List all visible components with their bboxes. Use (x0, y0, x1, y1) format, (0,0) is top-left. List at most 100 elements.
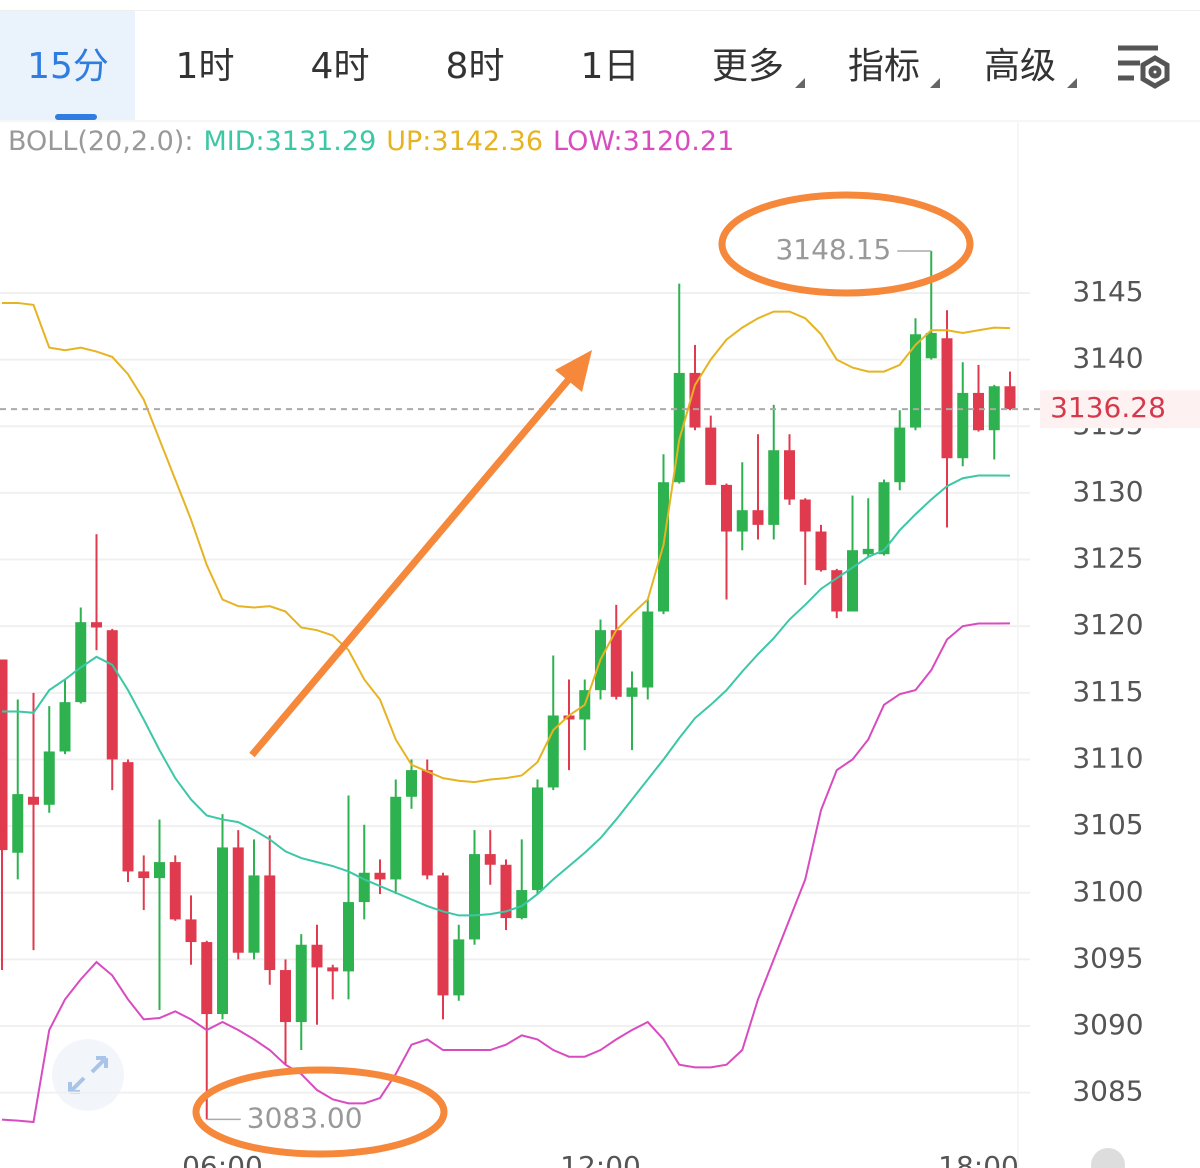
candle-body (484, 854, 496, 865)
candle-body (910, 334, 921, 428)
candle-body (862, 548, 874, 555)
legend-value: 3131.29 (264, 126, 377, 157)
candle-body (894, 427, 906, 483)
candle-body (138, 871, 150, 879)
indicator-legend: BOLL(20,2.0): MID:3131.29 UP:3142.36 LOW:31… (8, 122, 734, 162)
candle-body (264, 875, 276, 971)
legend-label: UP: (386, 126, 432, 157)
boll-line (2, 474, 1011, 917)
candle-body (453, 939, 465, 996)
candle-body (516, 890, 528, 919)
annotation-label: 3148.15 (775, 233, 891, 266)
candle-body (122, 762, 134, 872)
candle-body (374, 872, 386, 880)
expand-icon[interactable] (52, 1039, 124, 1111)
active-tab-indicator (55, 114, 97, 120)
legend-label: MID: (203, 126, 265, 157)
candle-body (1004, 386, 1016, 410)
candle-body (437, 875, 449, 996)
candle-body (642, 611, 654, 688)
tab[interactable]: 4时 (310, 46, 370, 87)
tab[interactable]: 1时 (175, 46, 235, 87)
dropdown-arrow (795, 78, 805, 88)
candle-body (563, 715, 575, 720)
candle-body (311, 944, 323, 968)
candle-body (421, 770, 433, 876)
candle-body (232, 847, 244, 953)
indicator-name: BOLL(20,2.0): (8, 126, 194, 157)
last-price-label: 3136.28 (1050, 391, 1166, 424)
y-tick-label: 3120 (1072, 608, 1143, 641)
tab[interactable]: 8时 (445, 46, 505, 87)
tab[interactable]: 1日 (580, 46, 640, 87)
y-tick-label: 3125 (1072, 542, 1143, 575)
y-tick-label: 3130 (1072, 475, 1143, 508)
candle-body (752, 510, 764, 525)
candle-body (973, 392, 984, 431)
candle-body (59, 702, 71, 752)
candle-body (217, 847, 228, 1015)
candle-body (28, 796, 39, 805)
boll-line (1, 622, 1011, 1124)
candle-body (201, 942, 213, 1015)
candle-body (610, 630, 622, 697)
candle-body (106, 630, 118, 760)
x-tick-label: 18:00 (938, 1150, 1019, 1168)
candle-body (532, 787, 543, 891)
settings-icon[interactable] (1118, 45, 1170, 89)
candle-body (327, 967, 339, 972)
candle-body (689, 372, 701, 428)
candle-body (547, 715, 559, 788)
legend-label: LOW: (553, 126, 623, 157)
candle-body (75, 622, 87, 703)
annotation-label: 3083.00 (247, 1101, 363, 1134)
candle-body (43, 751, 55, 805)
candle-body (799, 499, 811, 532)
candle-body (815, 531, 827, 571)
candle-body (736, 510, 748, 532)
candle-body (784, 450, 795, 500)
candle-body (500, 864, 512, 919)
candle-body (957, 392, 969, 459)
y-tick-label: 3110 (1072, 741, 1143, 774)
candle-body (925, 332, 937, 359)
tab[interactable]: 指标 (847, 46, 921, 87)
candle-body (169, 862, 181, 920)
candle-body (831, 570, 843, 612)
tab[interactable]: 15分 (27, 46, 109, 87)
candle-body (768, 450, 780, 525)
candle-body (878, 482, 890, 555)
candle-body (295, 944, 307, 1023)
tab[interactable]: 更多 (711, 46, 785, 87)
timeframe-tabs: 15分 1时 4时 8时 1日 更多 指标 高级 (0, 10, 1200, 121)
candle-body (185, 919, 197, 943)
legend-value: 3142.36 (431, 126, 544, 157)
candle-body (673, 372, 685, 483)
candle-body (154, 862, 165, 879)
dropdown-arrow (1067, 78, 1077, 88)
boll-line (2, 301, 1011, 784)
y-tick-label: 3115 (1072, 675, 1143, 708)
y-tick-label: 3085 (1072, 1075, 1143, 1108)
y-tick-label: 3100 (1072, 875, 1143, 908)
tab[interactable]: 高级 (983, 46, 1057, 87)
candle-body (705, 427, 717, 485)
candle-body (626, 687, 638, 697)
candle-body (343, 902, 354, 972)
y-tick-label: 3145 (1072, 275, 1143, 308)
plot-area: 3085 3090 3095 3100 3105 3110 3115 3120 3125 3130… (0, 233, 1200, 1168)
candle-body (358, 872, 370, 903)
scroll-button[interactable] (1091, 1148, 1125, 1168)
candle-body (248, 875, 260, 953)
y-tick-label: 3105 (1072, 808, 1143, 841)
candle-body (0, 659, 8, 851)
y-tick-label: 3095 (1072, 941, 1143, 974)
candle-body (721, 484, 732, 532)
dropdown-arrow (930, 78, 940, 88)
candle-body (91, 622, 102, 628)
active-tab-bg (0, 10, 135, 120)
x-tick-label: 12:00 (560, 1150, 641, 1168)
candle-body (469, 854, 480, 940)
last-price-bg (1040, 390, 1200, 429)
